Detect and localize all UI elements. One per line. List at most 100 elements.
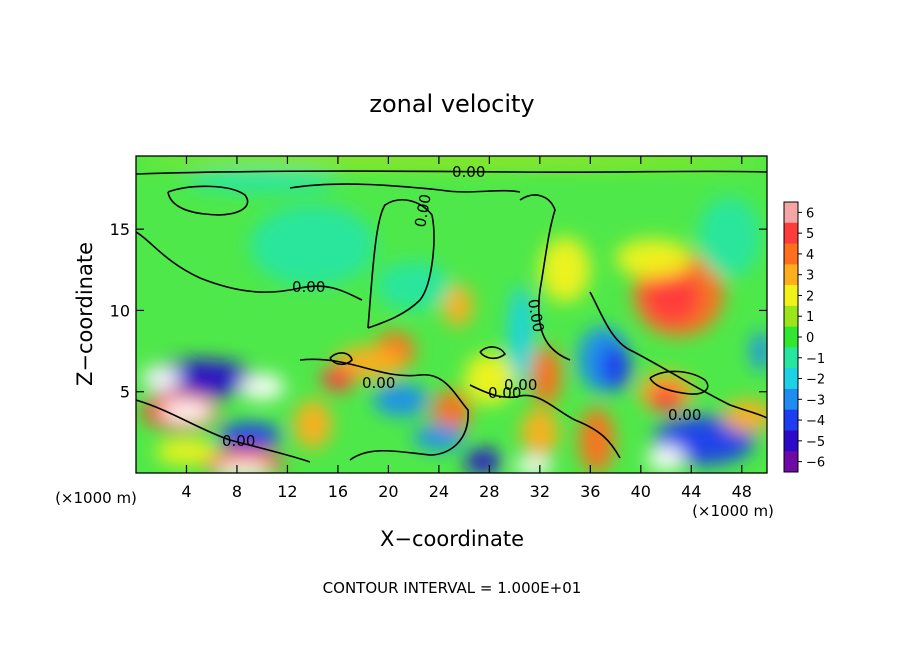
colorbar-swatch — [784, 368, 798, 390]
x-tick-label: 24 — [429, 482, 449, 501]
x-tick-label: 12 — [277, 482, 297, 501]
contour-interval-footer: CONTOUR INTERVAL = 1.000E+01 — [323, 579, 582, 597]
colorbar-tick-label: −1 — [806, 352, 825, 367]
contour-line — [167, 185, 249, 216]
x-tick-label: 20 — [378, 482, 398, 501]
colorbar-tick-label: 2 — [806, 289, 814, 304]
contour-line — [479, 346, 507, 360]
x-unit-left: (×1000 m) — [55, 489, 137, 507]
contour-line — [136, 399, 311, 463]
x-tick-label: 48 — [732, 482, 752, 501]
field-cell — [215, 461, 272, 473]
contour-line — [589, 291, 767, 419]
contour-label: 0.00 — [411, 193, 435, 229]
field-cell — [508, 286, 534, 384]
x-tick-label: 40 — [631, 482, 651, 501]
colorbar-tick-label: −3 — [806, 393, 825, 408]
colorbar-swatch — [784, 430, 798, 452]
contour-label: 0.00 — [668, 406, 701, 424]
x-tick-label: 8 — [232, 482, 242, 501]
colorbar-swatch — [784, 347, 798, 369]
colorbar-swatch — [784, 388, 798, 411]
contour-line — [329, 352, 353, 366]
colorbar-tick-label: 1 — [806, 310, 814, 325]
contour-label: 0.00 — [292, 278, 325, 296]
contour-line — [289, 183, 521, 193]
colorbar-swatch — [784, 305, 798, 328]
field-cell — [647, 445, 685, 472]
colorbar-tick-label: 6 — [806, 206, 814, 221]
x-axis: 4 8 12 16 20 24 28 32 36 40 44 48 — [181, 156, 752, 501]
plot-frame — [135, 155, 768, 474]
field-cell — [578, 407, 615, 473]
field-cell — [249, 204, 376, 287]
colorbar-tick-label: −6 — [806, 456, 825, 471]
field-cell — [293, 399, 332, 449]
colorbar-tick-label: −4 — [806, 414, 825, 429]
field-cell — [136, 156, 767, 170]
field-cell — [464, 352, 515, 405]
x-tick-label: 28 — [479, 482, 499, 501]
colorbar-swatch — [784, 202, 798, 224]
colorbar-tick-label: 4 — [806, 248, 814, 263]
colorbar-tick-label: 0 — [806, 331, 814, 346]
field-cell — [142, 365, 181, 392]
colorbar: 6 5 4 3 2 1 0 −1 −2 −3 −4 −5 −6 — [783, 201, 825, 473]
colorbar-tick-label: −2 — [806, 373, 825, 388]
plot-area: 0.000.000.000.000.000.000.000.000.00 — [135, 155, 768, 474]
field-cell — [375, 261, 452, 311]
contour-label: 0.00 — [504, 376, 537, 394]
contour-line — [136, 170, 767, 175]
field-cell — [154, 438, 219, 465]
y-tick-label: 15 — [110, 220, 130, 239]
colorbar-swatch — [784, 264, 798, 286]
field-cell — [413, 424, 465, 451]
colorbar-swatch — [784, 409, 798, 431]
y-tick-label: 10 — [110, 301, 130, 320]
contour-labels: 0.000.000.000.000.000.000.000.000.00 — [222, 163, 701, 450]
colorbar-tick-label: −5 — [806, 435, 825, 450]
field-cell — [722, 399, 767, 433]
x-axis-label: X−coordinate — [380, 527, 524, 551]
y-axis-label: Z−coordinate — [73, 242, 97, 386]
x-tick-label: 4 — [181, 482, 191, 501]
field-cell — [321, 365, 355, 392]
contour-line — [649, 370, 709, 395]
field-cell — [531, 346, 562, 405]
zero-contours — [136, 170, 767, 463]
x-unit-right: (×1000 m) — [692, 502, 774, 520]
field-cell — [697, 196, 761, 278]
colorbar-swatch — [784, 451, 798, 473]
contour-label: 0.00 — [524, 298, 548, 334]
field-cell — [161, 399, 212, 423]
colorbar-tick-label: 5 — [806, 227, 814, 242]
colorbar-swatch — [784, 285, 798, 307]
velocity-field — [136, 156, 767, 473]
contour-line — [367, 199, 435, 329]
contour-label: 0.00 — [222, 432, 255, 450]
field-cell — [373, 383, 429, 417]
field-cell — [442, 284, 473, 327]
contour-line — [299, 358, 469, 461]
field-cell — [464, 448, 502, 473]
field-cell — [644, 271, 701, 324]
x-tick-label: 16 — [328, 482, 348, 501]
x-tick-label: 32 — [530, 482, 550, 501]
colorbar-swatch — [784, 222, 798, 245]
field-cell — [600, 344, 631, 391]
contour-line — [469, 384, 621, 459]
field-cell — [514, 456, 553, 473]
field-cell — [334, 346, 405, 379]
field-cell — [239, 373, 285, 400]
contour-label: 0.00 — [488, 384, 521, 402]
field-cell — [539, 237, 591, 303]
colorbar-swatch — [784, 243, 798, 265]
field-cell — [218, 422, 282, 449]
field-cell — [750, 331, 767, 371]
contour-line — [136, 231, 363, 301]
contour-label: 0.00 — [452, 163, 485, 181]
x-tick-label: 36 — [580, 482, 600, 501]
contour-label: 0.00 — [362, 374, 395, 392]
colorbar-swatch — [784, 326, 798, 348]
